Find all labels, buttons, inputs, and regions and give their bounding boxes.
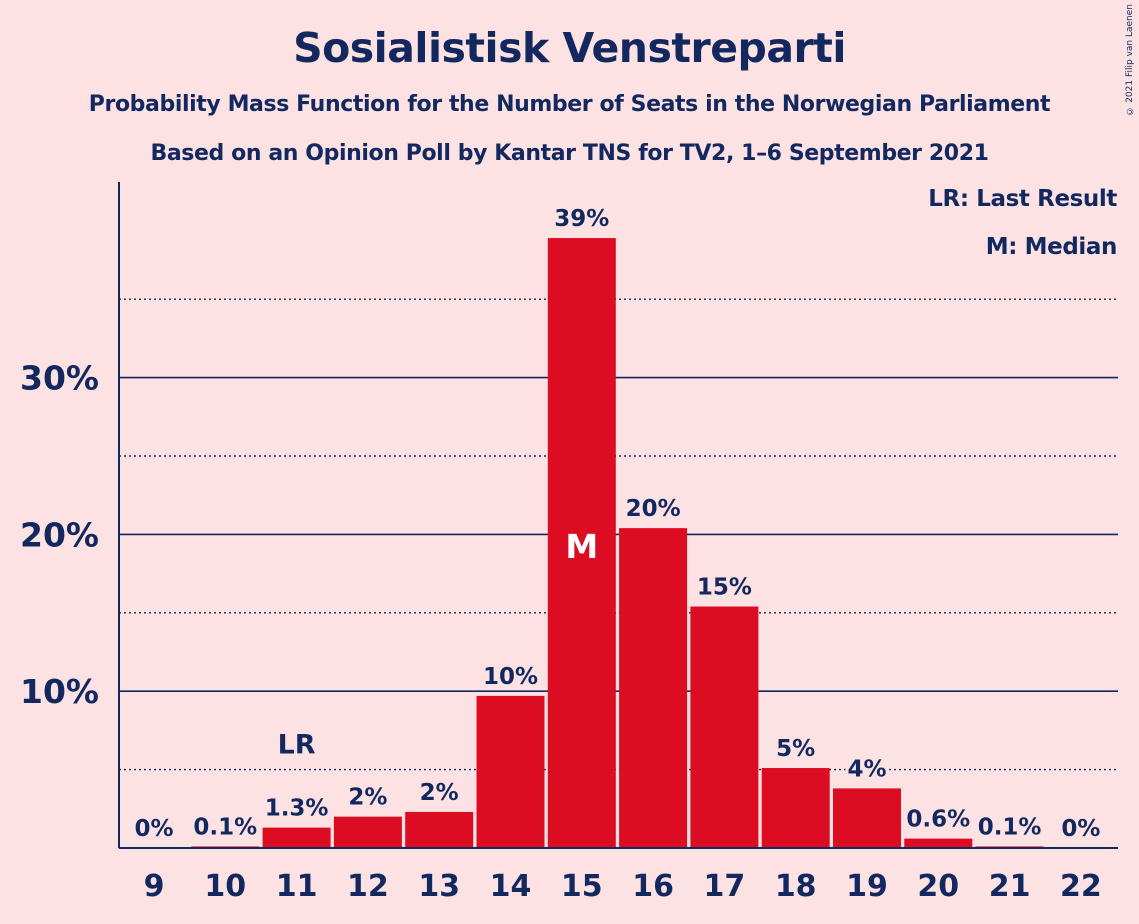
data-label: 39% xyxy=(554,206,609,232)
x-tick-label: 16 xyxy=(632,869,674,904)
x-tick-label: 22 xyxy=(1060,869,1102,904)
x-tick-label: 21 xyxy=(989,869,1031,904)
x-tick-label: 10 xyxy=(204,869,246,904)
chart-subtitle: Probability Mass Function for the Number… xyxy=(88,92,1051,117)
bar-seat-14 xyxy=(476,695,545,848)
data-label: 0.1% xyxy=(193,814,257,840)
x-tick-label: 17 xyxy=(704,869,746,904)
chart-title: Sosialistisk Venstreparti xyxy=(293,24,846,72)
data-label: 4% xyxy=(847,756,886,782)
data-label: 0% xyxy=(134,816,173,842)
last-result-marker: LR xyxy=(278,730,316,761)
chart-subtitle-poll: Based on an Opinion Poll by Kantar TNS f… xyxy=(150,141,989,166)
legend-last-result: LR: Last Result xyxy=(928,186,1117,212)
data-label: 20% xyxy=(626,496,681,522)
legend-median: M: Median xyxy=(985,234,1118,260)
data-label: 0% xyxy=(1061,816,1100,842)
bar-seat-20 xyxy=(904,838,973,848)
bar-seat-19 xyxy=(833,788,901,848)
x-tick-label: 12 xyxy=(347,869,389,904)
data-label: 0.1% xyxy=(978,814,1042,840)
x-tick-label: 14 xyxy=(490,869,532,904)
bar-seat-11 xyxy=(262,827,331,848)
y-tick-label: 10% xyxy=(20,672,99,711)
data-label: 5% xyxy=(776,736,815,762)
bar-seat-18 xyxy=(761,768,830,848)
data-label: 0.6% xyxy=(906,807,970,833)
bar-seat-13 xyxy=(405,811,474,848)
x-tick-label: 19 xyxy=(846,869,888,904)
data-label: 15% xyxy=(697,575,752,601)
x-tick-label: 15 xyxy=(561,869,603,904)
bar-seat-12 xyxy=(333,816,402,848)
data-label: 10% xyxy=(483,664,538,690)
bar-seat-15 xyxy=(547,238,616,849)
x-tick-label: 9 xyxy=(144,869,165,904)
bar-seat-17 xyxy=(690,606,759,848)
y-tick-label: 30% xyxy=(20,359,99,398)
data-label: 2% xyxy=(348,785,387,811)
x-tick-label: 20 xyxy=(917,869,959,904)
x-tick-label: 11 xyxy=(276,869,318,904)
data-label: 2% xyxy=(420,780,459,806)
median-marker: M xyxy=(565,527,598,566)
x-tick-label: 13 xyxy=(418,869,460,904)
x-tick-label: 18 xyxy=(775,869,817,904)
y-tick-label: 20% xyxy=(20,515,99,554)
data-label: 1.3% xyxy=(265,796,329,822)
bar-seat-16 xyxy=(619,528,688,848)
